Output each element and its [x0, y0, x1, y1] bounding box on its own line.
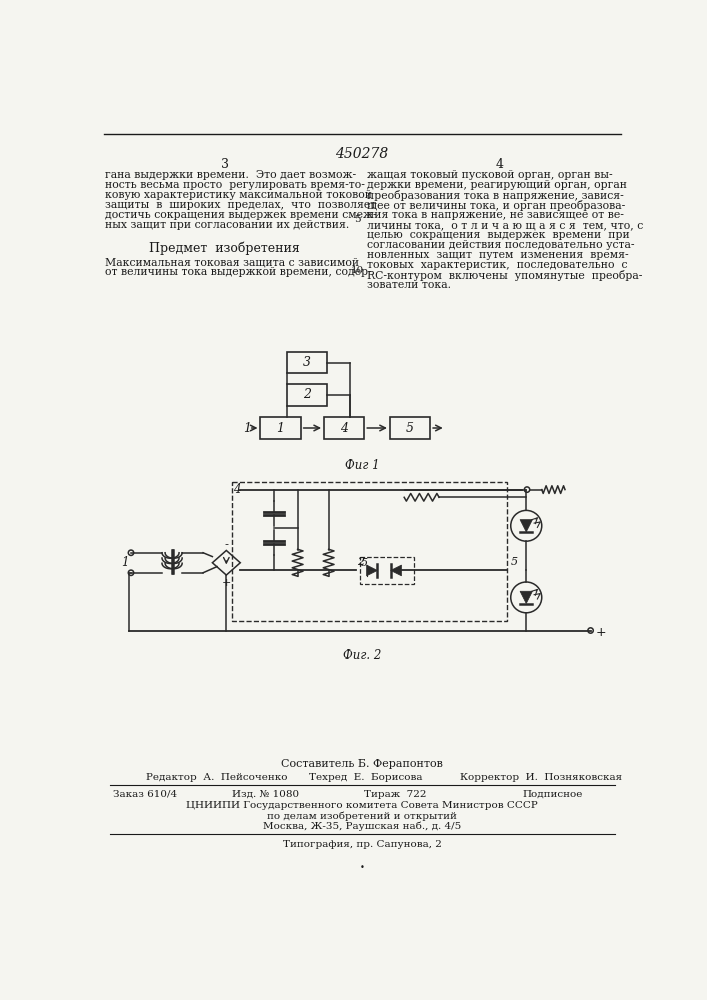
Polygon shape: [367, 565, 378, 576]
Bar: [260, 417, 300, 439]
Text: Редактор  А.  Пейсоченко: Редактор А. Пейсоченко: [146, 773, 288, 782]
Polygon shape: [520, 591, 532, 604]
Text: 450278: 450278: [335, 147, 389, 161]
Text: по делам изобретений и открытий: по делам изобретений и открытий: [267, 811, 457, 821]
Bar: [287, 384, 327, 406]
Text: гана выдержки времени.  Это дает возмож-: гана выдержки времени. Это дает возмож-: [105, 170, 356, 180]
Text: Заказ 610/4: Заказ 610/4: [113, 790, 177, 799]
Text: +: +: [221, 578, 231, 588]
Text: ность весьма просто  регулировать время-то-: ность весьма просто регулировать время-т…: [105, 180, 366, 190]
Text: Подписное: Подписное: [522, 790, 583, 799]
Bar: [360, 557, 414, 584]
Text: щее от величины тока, и орган преобразова-: щее от величины тока, и орган преобразов…: [368, 200, 626, 211]
Bar: [287, 352, 327, 373]
Text: Составитель Б. Ферапонтов: Составитель Б. Ферапонтов: [281, 759, 443, 769]
Text: Тираж  722: Тираж 722: [363, 790, 426, 799]
Text: 1: 1: [276, 422, 285, 434]
Text: 4: 4: [495, 158, 503, 172]
Text: целью  сокращения  выдержек  времени  при: целью сокращения выдержек времени при: [368, 230, 630, 240]
Text: личины тока,  о т л и ч а ю щ а я с я  тем, что, с: личины тока, о т л и ч а ю щ а я с я тем…: [368, 220, 643, 230]
Text: 2: 2: [303, 388, 311, 401]
Text: •: •: [360, 863, 364, 872]
Text: 3: 3: [221, 158, 229, 172]
Text: жащая токовый пусковой орган, орган вы-: жащая токовый пусковой орган, орган вы-: [368, 170, 613, 180]
Text: ния тока в напряжение, не зависящее от ве-: ния тока в напряжение, не зависящее от в…: [368, 210, 624, 220]
Text: Москва, Ж-35, Раушская наб., д. 4/5: Москва, Ж-35, Раушская наб., д. 4/5: [263, 821, 461, 831]
Text: 5: 5: [354, 215, 361, 224]
Bar: [390, 417, 430, 439]
Text: RC-контуром  включены  упомянутые  преобра-: RC-контуром включены упомянутые преобра-: [368, 270, 643, 281]
Text: Корректор  И.  Позняковская: Корректор И. Позняковская: [460, 773, 622, 782]
Text: достичь сокращения выдержек времени смеж-: достичь сокращения выдержек времени смеж…: [105, 210, 377, 220]
Text: 1: 1: [121, 556, 129, 569]
Text: зователи тока.: зователи тока.: [368, 280, 451, 290]
Text: 5: 5: [510, 557, 518, 567]
Text: ных защит при согласовании их действия.: ных защит при согласовании их действия.: [105, 220, 350, 230]
Text: Фиг 1: Фиг 1: [344, 459, 379, 472]
Text: 5: 5: [406, 422, 414, 434]
Text: согласовании действия последовательно уста-: согласовании действия последовательно ус…: [368, 240, 635, 250]
Polygon shape: [520, 520, 532, 532]
Text: 1: 1: [243, 422, 252, 434]
Text: 5: 5: [361, 558, 368, 568]
Text: 4: 4: [340, 422, 348, 434]
Bar: [232, 482, 507, 620]
Text: Максимальная токовая защита с зависимой: Максимальная токовая защита с зависимой: [105, 257, 360, 267]
Text: 4: 4: [233, 483, 241, 496]
Text: Техред  Е.  Борисова: Техред Е. Борисова: [309, 773, 423, 782]
Text: 2: 2: [357, 557, 364, 567]
Text: преобразования тока в напряжение, завися-: преобразования тока в напряжение, завися…: [368, 190, 624, 201]
Text: Изд. № 1080: Изд. № 1080: [232, 790, 299, 799]
Bar: [324, 417, 364, 439]
Text: ЦНИИПИ Государственного комитета Совета Министров СССР: ЦНИИПИ Государственного комитета Совета …: [186, 801, 538, 810]
Text: 3: 3: [303, 356, 311, 369]
Text: от величины тока выдержкой времени, содер-: от величины тока выдержкой времени, соде…: [105, 267, 372, 277]
Polygon shape: [391, 565, 402, 576]
Text: Предмет  изобретения: Предмет изобретения: [149, 242, 300, 255]
Text: токовых  характеристик,  последовательно  с: токовых характеристик, последовательно с: [368, 260, 628, 270]
Text: защиты  в  широких  пределах,  что  позволяет: защиты в широких пределах, что позволяет: [105, 200, 377, 210]
Text: новленных  защит  путем  изменения  время-: новленных защит путем изменения время-: [368, 250, 629, 260]
Text: ковую характеристику максимальной токовой: ковую характеристику максимальной токово…: [105, 190, 373, 200]
Text: Фиг. 2: Фиг. 2: [343, 649, 381, 662]
Text: держки времени, реагирующий орган, орган: держки времени, реагирующий орган, орган: [368, 180, 627, 190]
Text: -: -: [224, 539, 228, 549]
Text: Типография, пр. Сапунова, 2: Типография, пр. Сапунова, 2: [283, 840, 441, 849]
Text: +: +: [596, 626, 607, 639]
Text: 10: 10: [351, 266, 364, 275]
